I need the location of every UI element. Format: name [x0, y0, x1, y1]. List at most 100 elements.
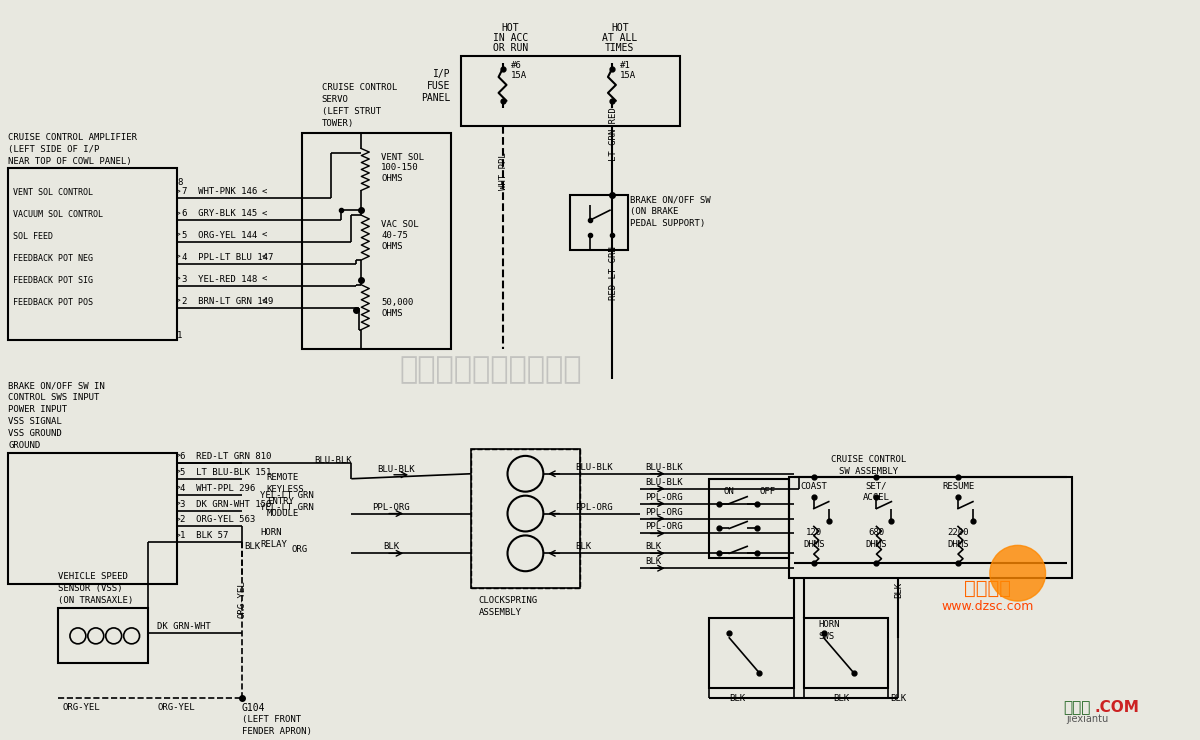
Text: RESUME: RESUME [942, 482, 974, 491]
Text: 15A: 15A [620, 71, 636, 80]
Text: BLU-BLK: BLU-BLK [575, 462, 613, 472]
Text: 680: 680 [869, 528, 884, 537]
Text: BLK: BLK [890, 693, 906, 702]
Text: ORG-YEL: ORG-YEL [62, 704, 101, 713]
Bar [470, 449, 580, 588]
Text: NEAR TOP OF COWL PANEL): NEAR TOP OF COWL PANEL) [8, 157, 132, 166]
Text: CRUISE CONTROL: CRUISE CONTROL [322, 83, 397, 92]
Text: OFF: OFF [760, 487, 775, 496]
Text: 6  GRY-BLK 145: 6 GRY-BLK 145 [182, 209, 258, 218]
Text: 维库一下: 维库一下 [965, 579, 1012, 598]
Text: RED-LT GRN: RED-LT GRN [608, 246, 618, 300]
Text: DK GRN-WHT: DK GRN-WHT [157, 622, 211, 631]
Text: POWER INPUT: POWER INPUT [8, 406, 67, 414]
Text: 3  DK GRN-WHT 150: 3 DK GRN-WHT 150 [180, 500, 271, 508]
Text: ACCEL: ACCEL [863, 493, 890, 502]
Text: 15A: 15A [510, 71, 527, 80]
Text: BLU-BLK: BLU-BLK [644, 478, 683, 487]
Text: 杭州将睿科技有限公司: 杭州将睿科技有限公司 [400, 355, 582, 384]
Text: VENT SOL CONTROL: VENT SOL CONTROL [13, 189, 94, 198]
Text: I/P: I/P [433, 69, 451, 79]
Text: .COM: .COM [1094, 700, 1140, 715]
Text: PANEL: PANEL [421, 93, 451, 103]
Text: SW ASSEMBLY: SW ASSEMBLY [839, 467, 898, 476]
Text: LT GRN-RED: LT GRN-RED [608, 107, 618, 161]
Text: >: > [175, 500, 180, 508]
Text: (LEFT FRONT: (LEFT FRONT [242, 716, 301, 724]
Text: FEEDBACK POT POS: FEEDBACK POT POS [13, 297, 94, 307]
Text: WHT-PPL: WHT-PPL [498, 152, 508, 190]
Text: BLK: BLK [244, 542, 260, 551]
Bar [58, 608, 148, 663]
Bar [709, 618, 794, 687]
Text: 2  ORG-YEL 563: 2 ORG-YEL 563 [180, 516, 256, 525]
Text: RELAY: RELAY [260, 540, 287, 549]
Text: 3  YEL-RED 148: 3 YEL-RED 148 [182, 275, 258, 284]
Text: >: > [175, 187, 180, 196]
Text: 1  BLK 57: 1 BLK 57 [180, 531, 229, 540]
Text: SOL FEED: SOL FEED [13, 232, 53, 241]
Text: 2  BRN-LT GRN 149: 2 BRN-LT GRN 149 [182, 297, 274, 306]
Text: KEYLESS: KEYLESS [266, 485, 305, 494]
Text: CRUISE CONTROL: CRUISE CONTROL [830, 455, 906, 464]
Text: 5  LT BLU-BLK 151: 5 LT BLU-BLK 151 [180, 468, 271, 477]
Text: CRUISE CONTROL AMPLIFIER: CRUISE CONTROL AMPLIFIER [8, 132, 137, 141]
Text: HORN: HORN [818, 620, 840, 629]
Text: IN ACC: IN ACC [493, 33, 528, 43]
Text: >: > [175, 484, 180, 493]
Text: VSS GROUND: VSS GROUND [8, 429, 62, 438]
Text: ASSEMBLY: ASSEMBLY [479, 608, 522, 617]
Text: DHMS: DHMS [803, 540, 824, 549]
Text: OHMS: OHMS [382, 309, 403, 317]
Text: #1: #1 [620, 61, 631, 70]
Text: PEDAL SUPPORT): PEDAL SUPPORT) [630, 219, 706, 228]
Text: AT ALL: AT ALL [602, 33, 637, 43]
Text: (LEFT SIDE OF I/P: (LEFT SIDE OF I/P [8, 144, 100, 154]
Bar [804, 618, 888, 687]
Text: SENSOR (VSS): SENSOR (VSS) [58, 584, 122, 593]
Text: BLK: BLK [730, 693, 745, 702]
Text: TIMES: TIMES [605, 43, 635, 53]
Text: FUSE: FUSE [427, 81, 451, 91]
Text: BLK: BLK [894, 582, 904, 598]
Text: >: > [175, 231, 180, 240]
Text: 40-75: 40-75 [382, 231, 408, 240]
Text: >: > [175, 452, 180, 461]
Text: BLK: BLK [644, 542, 661, 551]
Circle shape [990, 545, 1045, 601]
Text: BLK: BLK [575, 542, 592, 551]
Text: BLK: BLK [383, 542, 400, 551]
Text: >: > [175, 297, 180, 306]
Text: VAC SOL: VAC SOL [382, 221, 419, 229]
Text: G104: G104 [242, 704, 265, 713]
Text: HORN: HORN [260, 528, 281, 537]
Text: <: < [262, 275, 266, 284]
Text: 4  PPL-LT BLU 147: 4 PPL-LT BLU 147 [182, 253, 274, 262]
Bar [301, 132, 451, 349]
Text: GROUND: GROUND [8, 441, 41, 450]
Text: >: > [175, 531, 180, 540]
Text: 1: 1 [178, 331, 182, 340]
Text: 8: 8 [178, 178, 182, 187]
Text: OHMS: OHMS [382, 175, 403, 184]
Text: FEEDBACK POT NEG: FEEDBACK POT NEG [13, 254, 94, 263]
Text: BLK: BLK [644, 557, 661, 566]
Text: BRAKE ON/OFF SW IN: BRAKE ON/OFF SW IN [8, 381, 106, 390]
Text: <: < [262, 253, 266, 262]
Text: >: > [175, 275, 180, 284]
Text: HOT: HOT [502, 23, 520, 33]
Text: ORG: ORG [292, 545, 308, 554]
Text: >: > [175, 253, 180, 262]
Text: CLOCKSPRING: CLOCKSPRING [479, 596, 538, 605]
Text: BLU-BLK: BLU-BLK [377, 465, 415, 474]
Text: BLK: BLK [834, 693, 850, 702]
Bar [709, 479, 788, 558]
Text: PPL-ORG: PPL-ORG [644, 508, 683, 517]
Text: FENDER APRON): FENDER APRON) [242, 727, 312, 736]
Text: TOWER): TOWER) [322, 118, 354, 128]
Bar [788, 477, 1073, 578]
Text: FEEDBACK POT SIG: FEEDBACK POT SIG [13, 276, 94, 285]
Text: DHMS: DHMS [947, 540, 968, 549]
Text: VENT SOL: VENT SOL [382, 152, 425, 161]
Text: 50,000: 50,000 [382, 297, 414, 307]
